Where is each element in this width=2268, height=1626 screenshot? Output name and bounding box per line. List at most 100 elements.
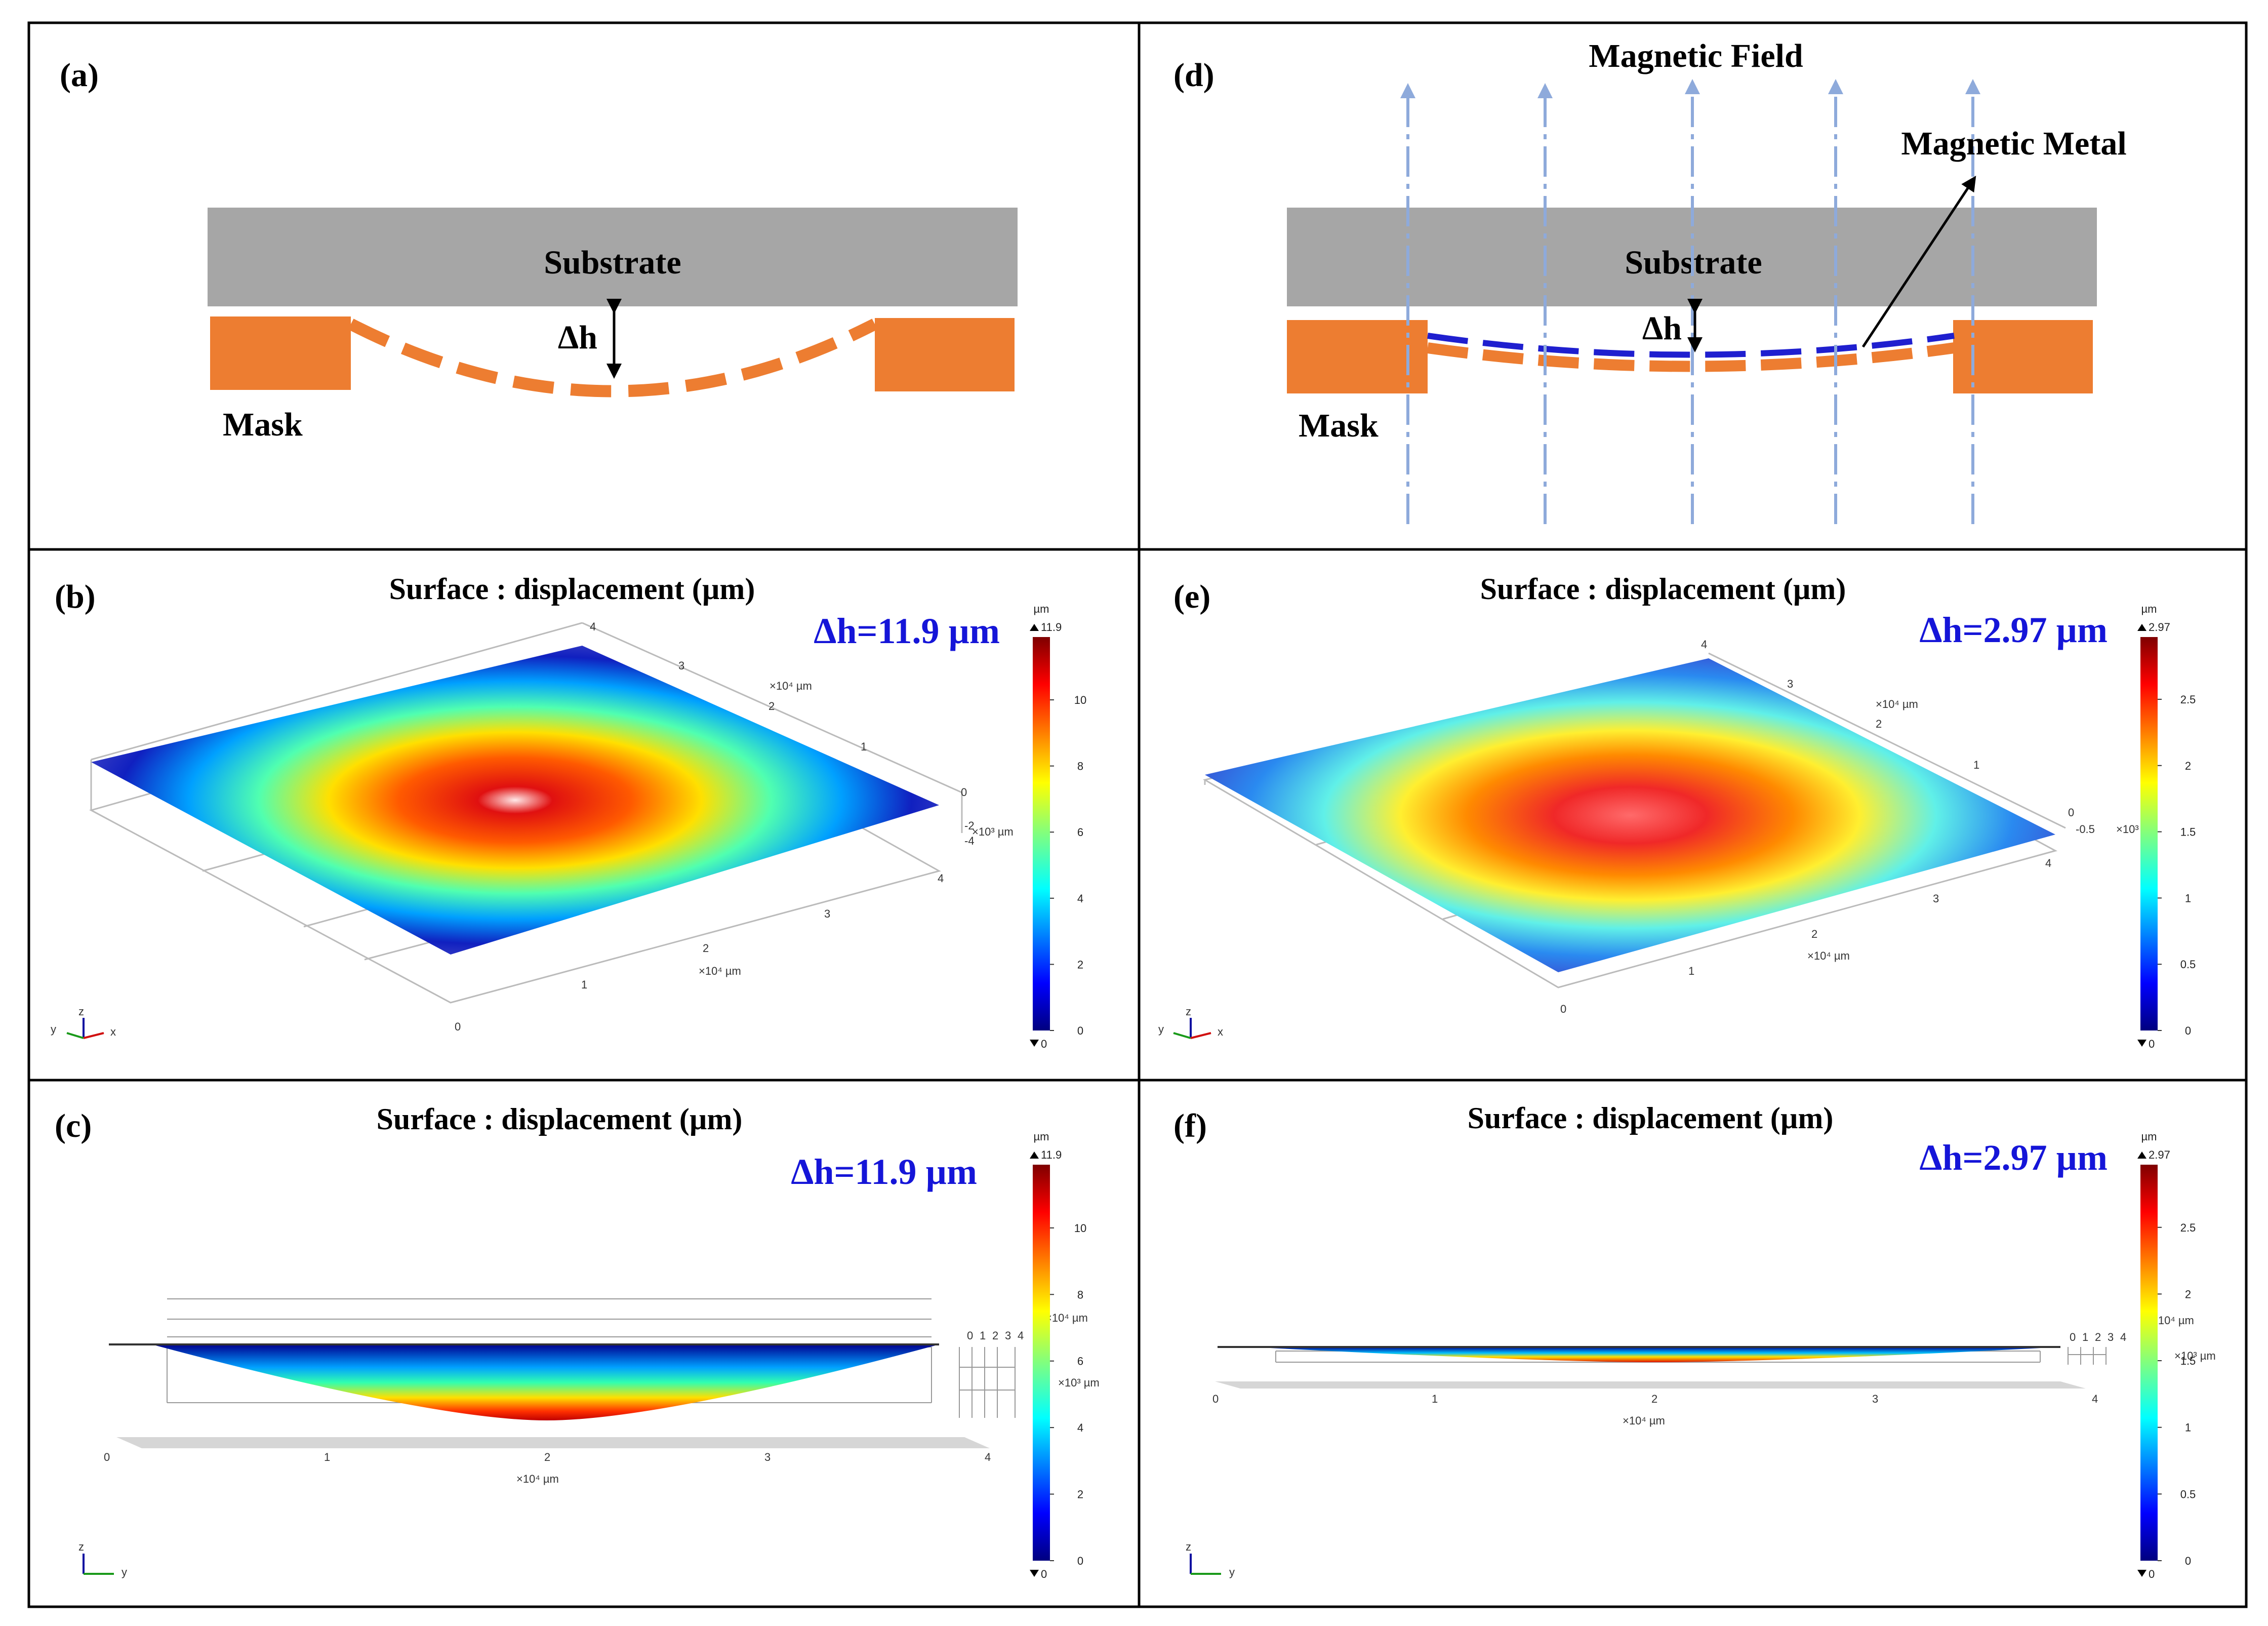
colorbar-b-tick-label: 2 — [1077, 958, 1083, 971]
tick: 4 — [1018, 1329, 1024, 1342]
colorbar-c-tick-label: 4 — [1077, 1421, 1083, 1434]
colorbar-b-unit: µm — [1033, 603, 1049, 615]
axis-unit: ×10⁴ µm — [1876, 698, 1918, 710]
panel-c-floor — [116, 1437, 990, 1448]
magnetic-field-label: Magnetic Field — [1589, 37, 1803, 74]
tick: 3 — [2108, 1331, 2114, 1343]
colorbar-c-min-arrow — [1030, 1570, 1039, 1577]
panel-c-ticks: 0 1 2 3 4 ×10⁴ µm 0 1 2 3 4 ×10⁴ µm ×10³… — [104, 1312, 1100, 1485]
triad-x: x — [110, 1025, 116, 1038]
tick: 1 — [1432, 1393, 1438, 1405]
panel-f-profile — [1218, 1347, 2060, 1362]
colorbar-f-tick-label: 0.5 — [2180, 1488, 2196, 1500]
axis-unit: ×10⁴ µm — [699, 965, 741, 977]
colorbar-e-tick-label: 2.5 — [2180, 693, 2196, 706]
tick: 4 — [2120, 1331, 2126, 1343]
colorbar-b-min: 0 — [1041, 1038, 1047, 1050]
colorbar-e-tick-label: 1 — [2185, 892, 2191, 904]
tick: 2 — [703, 942, 709, 955]
tick: -0.5 — [2076, 823, 2095, 836]
colorbar-b-tick-label: 10 — [1074, 694, 1086, 706]
tick: -2 — [964, 819, 975, 832]
panel-f: (f) Surface : displacement (µm) Δh=2.97 … — [1173, 1101, 2216, 1578]
mask-right — [875, 318, 1015, 391]
colorbar-e-max: 2.97 — [2149, 621, 2170, 633]
tick: 0 — [2070, 1331, 2076, 1343]
tick: 3 — [824, 907, 830, 920]
mask-label-d: Mask — [1299, 407, 1379, 444]
colorbar-c-max-arrow — [1030, 1152, 1039, 1159]
triad-z: z — [1186, 1540, 1191, 1553]
tick: 4 — [590, 620, 596, 633]
colorbar-c-max: 11.9 — [1041, 1148, 1062, 1161]
axis-unit: ×10³ µm — [972, 825, 1014, 838]
panel-f-title: Surface : displacement (µm) — [1468, 1101, 1834, 1135]
colorbar-c-min: 0 — [1041, 1568, 1047, 1580]
axis-unit: ×10⁴ µm — [516, 1473, 559, 1485]
panel-e-delta: Δh=2.97 µm — [1919, 610, 2108, 650]
panel-e-ticks: 0 1 2 3 4 ×10⁴ µm 4 3 2 1 ×10⁴ µm 0 -0.5… — [1560, 638, 2158, 1015]
tick: 1 — [861, 740, 867, 753]
colorbar-c-tick-label: 6 — [1077, 1355, 1083, 1368]
mask-label: Mask — [223, 406, 303, 443]
deflected-mask — [348, 319, 878, 398]
panel-f-ticks: 0 1 2 3 4 ×10⁴ µm 0 1 2 3 4 ×10⁴ µm ×10³… — [1212, 1314, 2216, 1427]
colorbar-b-tick-label: 8 — [1077, 760, 1083, 773]
colorbar-e-tick-label: 2 — [2185, 760, 2191, 772]
panel-b-surface — [91, 646, 939, 955]
panel-e-surface — [1205, 658, 2055, 972]
mask-left-d — [1287, 320, 1428, 393]
tick: 2 — [1876, 718, 1882, 730]
triad-y: y — [1158, 1023, 1164, 1036]
tick: 3 — [1005, 1329, 1011, 1342]
colorbar-f-tick-label: 0 — [2185, 1555, 2191, 1567]
colorbar-e-tick-label: 0 — [2185, 1024, 2191, 1037]
triad-y: y — [1229, 1566, 1235, 1578]
colorbar-f-min-arrow — [2137, 1570, 2146, 1577]
colorbar-b-bar — [1033, 637, 1050, 1030]
colorbar-c-tick-label: 8 — [1077, 1288, 1083, 1301]
tick: 3 — [1933, 892, 1939, 905]
panel-f-delta: Δh=2.97 µm — [1919, 1137, 2108, 1178]
axis-unit: ×10⁴ µm — [1623, 1414, 1665, 1427]
substrate-label: Substrate — [544, 244, 681, 281]
panel-e-axis-triad: y z x — [1158, 1005, 1223, 1039]
axis-unit: ×10³ µm — [2174, 1350, 2216, 1362]
panel-b-label: (b) — [55, 578, 96, 615]
colorbar-c-bar — [1033, 1165, 1050, 1561]
tick: 1 — [1973, 759, 1979, 771]
panel-e-title: Surface : displacement (µm) — [1480, 572, 1846, 606]
triad-y: y — [51, 1023, 56, 1036]
tick: 4 — [938, 872, 944, 885]
axis-unit: ×10⁴ µm — [1807, 949, 1850, 962]
panel-c-profile — [109, 1344, 939, 1420]
colorbar-e-max-arrow — [2137, 624, 2146, 631]
triad-z: z — [78, 1540, 84, 1553]
mask-right-d — [1953, 320, 2093, 393]
colorbar-b-tick-label: 4 — [1077, 892, 1083, 905]
magnetic-metal-layer — [1427, 333, 1955, 358]
tick: 2 — [1651, 1393, 1657, 1405]
tick: 2 — [1811, 928, 1817, 940]
colorbar-c-tick-label: 2 — [1077, 1488, 1083, 1501]
panel-c-title: Surface : displacement (µm) — [377, 1102, 743, 1136]
panel-a: (a) Substrate Δh Mask — [60, 57, 1018, 443]
colorbar-f-bar — [2140, 1165, 2158, 1561]
colorbar-e-tick-label: 0.5 — [2180, 958, 2196, 971]
tick: 3 — [678, 659, 684, 672]
triad-z: z — [1186, 1005, 1191, 1018]
panel-b-title: Surface : displacement (µm) — [389, 572, 755, 606]
tick: 0 — [961, 786, 967, 799]
tick: 1 — [980, 1329, 986, 1342]
metal-pointer — [1861, 175, 1976, 348]
tick: 0 — [104, 1451, 110, 1463]
colorbar-f-max: 2.97 — [2149, 1148, 2170, 1161]
tick: 3 — [1872, 1393, 1878, 1405]
colorbar-b-tick-label: 6 — [1077, 826, 1083, 839]
panel-b-axis-triad: y z x — [51, 1005, 116, 1039]
panel-d: (d) Magnetic Field Substrate Δh Magnetic… — [1173, 37, 2127, 524]
tick: 4 — [1701, 638, 1707, 651]
colorbar-e-min-arrow — [2137, 1040, 2146, 1047]
colorbar-f-min: 0 — [2149, 1568, 2155, 1580]
axis-unit: ×10⁴ µm — [2152, 1314, 2194, 1327]
